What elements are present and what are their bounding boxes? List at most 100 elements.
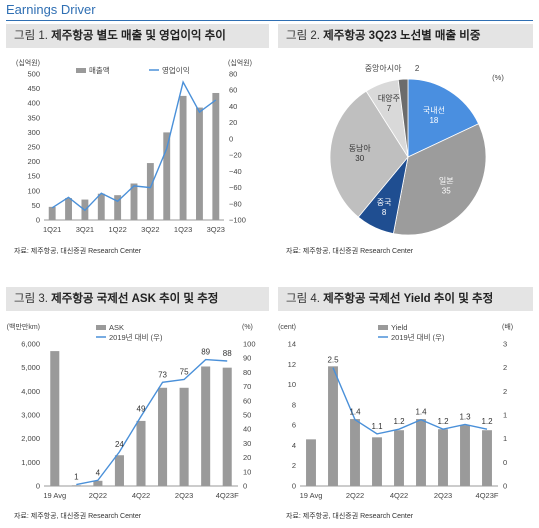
title-rule bbox=[6, 20, 533, 21]
c2-label-국내선: 국내선 bbox=[423, 106, 445, 115]
c3-left-tick: 3,000 bbox=[21, 411, 40, 420]
c4-bar-2Q23 bbox=[438, 429, 448, 486]
c1-left-tick: 200 bbox=[27, 157, 40, 166]
c4-bar-1Q23 bbox=[416, 419, 426, 486]
c2-label-중앙아시아: 중앙아시아 bbox=[365, 63, 402, 73]
c1-left-tick: 0 bbox=[36, 216, 40, 225]
c4-legend-bar-label: Yield bbox=[391, 323, 407, 332]
c1-left-tick: 150 bbox=[27, 172, 40, 181]
c1-right-tick: −60 bbox=[229, 183, 242, 192]
c3-left-tick: 6,000 bbox=[21, 340, 40, 349]
c4-data-label: 1.1 bbox=[371, 422, 383, 431]
c4-data-label: 1.2 bbox=[437, 417, 449, 426]
c4-left-tick: 10 bbox=[288, 380, 296, 389]
c4-bar-3Q23 bbox=[460, 425, 470, 486]
c3-right-tick: 100 bbox=[243, 340, 256, 349]
c2-value-국내선: 18 bbox=[429, 116, 438, 125]
c1-left-tick: 400 bbox=[27, 99, 40, 108]
c3-x-tick: 4Q22 bbox=[132, 491, 150, 500]
c3-data-label: 89 bbox=[201, 348, 210, 357]
c3-legend-bar-label: ASK bbox=[109, 323, 124, 332]
c3-left-tick: 1,000 bbox=[21, 458, 40, 467]
panel-2-header: 그림 2. 제주항공 3Q23 노선별 매출 비중 bbox=[278, 24, 533, 48]
c2-slice-중앙아시아 bbox=[397, 78, 409, 158]
c4-right-tick: 2 bbox=[503, 387, 507, 396]
c3-left-tick: 0 bbox=[36, 482, 40, 491]
c1-legend-bar-swatch bbox=[76, 68, 86, 73]
c4-data-label: 1.4 bbox=[349, 408, 361, 417]
c3-x-tick: 2Q22 bbox=[89, 491, 107, 500]
c1-left-unit: (십억원) bbox=[16, 58, 40, 67]
c4-x-tick: 2Q23 bbox=[434, 491, 452, 500]
c4-left-tick: 0 bbox=[292, 482, 296, 491]
c4-bar-4Q23F bbox=[482, 430, 492, 486]
c1-x-tick: 1Q22 bbox=[108, 225, 126, 234]
c4-x-tick: 4Q23F bbox=[476, 491, 499, 500]
c3-right-tick: 0 bbox=[243, 482, 247, 491]
c4-left-tick: 12 bbox=[288, 360, 296, 369]
panel-3-header: 그림 3. 제주항공 국제선 ASK 추이 및 추정 bbox=[6, 287, 269, 311]
c3-right-tick: 20 bbox=[243, 453, 251, 462]
c4-legend-bar-swatch bbox=[378, 325, 388, 330]
c4-left-tick: 8 bbox=[292, 400, 296, 409]
c3-data-label: 24 bbox=[115, 440, 124, 449]
panel-1-header: 그림 1. 제주항공 별도 매출 및 영업이익 추이 bbox=[6, 24, 269, 48]
c1-bar-4Q21 bbox=[97, 193, 105, 220]
panel-1-label: 그림 1. bbox=[14, 30, 48, 42]
c3-data-label: 1 bbox=[74, 473, 79, 482]
c1-right-tick: 20 bbox=[229, 118, 237, 127]
c4-data-label: 1.3 bbox=[459, 412, 471, 421]
c3-left-unit: (백만만km) bbox=[7, 322, 40, 331]
c2-value-대양주: 7 bbox=[387, 104, 392, 113]
chart-1: (십억원) (십억원)050100150200250300350400450500… bbox=[16, 58, 252, 234]
c2-slice-국내선 bbox=[407, 78, 480, 158]
c2-label-동남아: 동남아 bbox=[349, 143, 372, 153]
c4-data-label: 2.5 bbox=[327, 356, 339, 365]
c2-value-중국: 8 bbox=[382, 208, 387, 217]
c2-label-일본: 일본 bbox=[439, 177, 454, 186]
c4-left-tick: 4 bbox=[292, 441, 296, 450]
c3-bar-4Q22 bbox=[136, 420, 146, 486]
c4-left-tick: 6 bbox=[292, 421, 296, 430]
c3-bar-1Q22 bbox=[71, 485, 81, 486]
c1-bar-2Q21 bbox=[65, 198, 72, 220]
page-title: Earnings Driver bbox=[6, 2, 96, 17]
c3-x-tick: 2Q23 bbox=[175, 491, 193, 500]
c3-bar-1Q23 bbox=[158, 387, 168, 486]
c3-right-unit: (%) bbox=[242, 324, 253, 331]
c3-right-tick: 90 bbox=[243, 354, 251, 363]
panel-4-label: 그림 4. bbox=[286, 293, 320, 305]
c1-right-tick: 60 bbox=[229, 86, 237, 95]
c2-unit: (%) bbox=[492, 73, 504, 82]
c4-legend-line-label: 2019년 대비 (우) bbox=[391, 332, 445, 342]
c4-data-label: 1.2 bbox=[481, 417, 493, 426]
panel-3-title: 제주항공 국제선 ASK 추이 및 추정 bbox=[51, 293, 219, 305]
c4-left-tick: 14 bbox=[288, 340, 296, 349]
c2-value-일본: 35 bbox=[442, 187, 451, 196]
c1-left-tick: 250 bbox=[27, 143, 40, 152]
c1-left-tick: 350 bbox=[27, 113, 40, 122]
c1-legend-line-label: 영업이익 bbox=[162, 65, 190, 75]
panel-4-source: 자료: 제주항공, 대신증권 Research Center bbox=[286, 513, 414, 520]
c4-bar-3Q22 bbox=[372, 437, 382, 486]
c1-x-tick: 3Q22 bbox=[141, 225, 159, 234]
c2-value-동남아: 30 bbox=[355, 154, 364, 163]
panel-1-source: 자료: 제주항공, 대신증권 Research Center bbox=[14, 248, 142, 255]
c1-line-영업이익 bbox=[51, 80, 217, 212]
c2-slice-일본 bbox=[392, 123, 487, 236]
c1-bar-1Q23 bbox=[179, 95, 187, 220]
c4-left-unit: (cent) bbox=[278, 324, 296, 331]
c1-right-tick: 80 bbox=[229, 70, 237, 79]
c3-right-tick: 70 bbox=[243, 382, 251, 391]
c1-left-tick: 50 bbox=[32, 201, 40, 210]
panel-4-header: 그림 4. 제주항공 국제선 Yield 추이 및 추정 bbox=[278, 287, 533, 311]
c4-data-label: 1.2 bbox=[393, 417, 405, 426]
c4-bar-19 Avg bbox=[306, 439, 316, 486]
c4-bar-2Q22 bbox=[350, 419, 360, 486]
c3-data-label: 49 bbox=[137, 404, 146, 413]
c3-legend-line-label: 2019년 대비 (우) bbox=[109, 332, 163, 342]
c4-bar-4Q22 bbox=[394, 430, 404, 486]
c1-right-tick: 0 bbox=[229, 134, 233, 143]
c1-bar-3Q23 bbox=[212, 92, 220, 220]
